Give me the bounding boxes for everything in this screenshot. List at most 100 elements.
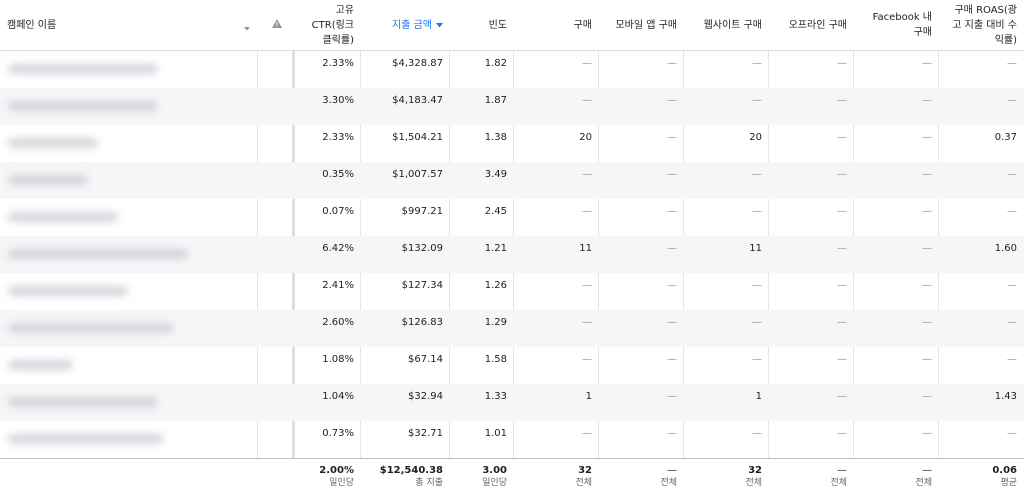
- table-row[interactable]: 2.41% $127.34 1.26 — — — — — —: [0, 273, 1024, 310]
- cell-purchases: 20: [579, 132, 592, 143]
- total-frequency-value: 3.00: [482, 465, 507, 476]
- cell-mobile-app-purchases: —: [667, 206, 677, 217]
- campaign-name-redacted[interactable]: [8, 434, 163, 444]
- campaign-name-redacted[interactable]: [8, 397, 158, 407]
- campaign-name-redacted[interactable]: [8, 101, 158, 111]
- header-campaign-name[interactable]: 캠페인 이름: [0, 0, 258, 51]
- total-mobile-app-purchases-sub: 전체: [660, 478, 677, 488]
- header-purchase-roas[interactable]: 구매 ROAS(광고 지출 대비 수익률): [939, 0, 1024, 51]
- cell-mobile-app-purchases: —: [667, 391, 677, 402]
- header-delivery-warning[interactable]: [258, 0, 295, 51]
- campaign-name-redacted[interactable]: [8, 249, 188, 259]
- header-spend[interactable]: 지출 금액: [361, 0, 450, 51]
- cell-spend: $127.34: [401, 280, 443, 291]
- cell-purchases: —: [582, 95, 592, 106]
- table-row[interactable]: 3.30% $4,183.47 1.87 — — — — — —: [0, 88, 1024, 125]
- total-ctr-value: 2.00%: [319, 465, 354, 476]
- cell-offline-purchases: —: [837, 58, 847, 69]
- header-unique-ctr[interactable]: 고유 CTR(링크 클릭률): [295, 0, 361, 51]
- cell-facebook-purchases: —: [922, 169, 932, 180]
- total-website-purchases-sub: 전체: [745, 478, 762, 488]
- cell-mobile-app-purchases: —: [667, 58, 677, 69]
- total-purchases-value: 32: [578, 465, 592, 476]
- total-facebook-purchases-value: —: [922, 465, 932, 476]
- header-mobile-app-purchases-label: 모바일 앱 구매: [615, 19, 677, 31]
- total-frequency-sub: 일인당: [482, 478, 507, 488]
- total-facebook-purchases: — 전체: [854, 464, 939, 490]
- campaign-name-redacted[interactable]: [8, 138, 98, 148]
- warning-icon: [271, 18, 282, 33]
- cell-frequency: 2.45: [484, 206, 507, 217]
- cell-offline-purchases: —: [837, 243, 847, 254]
- header-offline-purchases[interactable]: 오프라인 구매: [769, 0, 854, 51]
- cell-unique-ctr: 1.08%: [322, 354, 354, 365]
- cell-unique-ctr: 6.42%: [322, 243, 354, 254]
- cell-spend: $1,007.57: [392, 169, 443, 180]
- campaign-name-redacted[interactable]: [8, 286, 128, 296]
- table-row[interactable]: 1.04% $32.94 1.33 1 — 1 — — 1.43: [0, 384, 1024, 421]
- total-purchases: 32 전체: [514, 464, 599, 490]
- cell-website-purchases: —: [752, 317, 762, 328]
- campaign-name-redacted[interactable]: [8, 323, 173, 333]
- campaign-name-redacted[interactable]: [8, 212, 118, 222]
- cell-offline-purchases: —: [837, 354, 847, 365]
- cell-facebook-purchases: —: [922, 132, 932, 143]
- header-facebook-purchases[interactable]: Facebook 내 구매: [854, 0, 939, 51]
- header-mobile-app-purchases[interactable]: 모바일 앱 구매: [599, 0, 684, 51]
- cell-mobile-app-purchases: —: [667, 280, 677, 291]
- cell-frequency: 1.87: [484, 95, 507, 106]
- total-ctr: 2.00% 일인당: [295, 464, 361, 490]
- cell-website-purchases: —: [752, 95, 762, 106]
- cell-offline-purchases: —: [837, 95, 847, 106]
- total-website-purchases: 32 전체: [684, 464, 769, 490]
- campaign-name-redacted[interactable]: [8, 360, 73, 370]
- campaign-name-redacted[interactable]: [8, 175, 88, 185]
- cell-facebook-purchases: —: [922, 391, 932, 402]
- header-purchases-label: 구매: [573, 19, 592, 31]
- header-website-purchases-label: 웹사이트 구매: [703, 19, 762, 31]
- cell-facebook-purchases: —: [922, 243, 932, 254]
- cell-purchase-roas: —: [1007, 95, 1017, 106]
- cell-website-purchases: —: [752, 280, 762, 291]
- cell-spend: $1,504.21: [392, 132, 443, 143]
- cell-mobile-app-purchases: —: [667, 317, 677, 328]
- total-purchase-roas-value: 0.06: [992, 465, 1017, 476]
- total-purchases-sub: 전체: [575, 478, 592, 488]
- cell-spend: $67.14: [408, 354, 443, 365]
- cell-frequency: 1.82: [484, 58, 507, 69]
- cell-purchases: —: [582, 354, 592, 365]
- table-row[interactable]: 0.07% $997.21 2.45 — — — — — —: [0, 199, 1024, 236]
- table-row[interactable]: 2.33% $4,328.87 1.82 — — — — — —: [0, 51, 1024, 88]
- total-spend: $12,540.38 총 지출: [361, 464, 450, 490]
- total-spend-sub: 총 지출: [415, 478, 443, 488]
- totals-row: 2.00% 일인당 $12,540.38 총 지출 3.00 일인당 32 전체…: [0, 458, 1024, 497]
- cell-spend: $4,183.47: [392, 95, 443, 106]
- cell-frequency: 3.49: [484, 169, 507, 180]
- table-row[interactable]: 2.60% $126.83 1.29 — — — — — —: [0, 310, 1024, 347]
- cell-purchase-roas: —: [1007, 206, 1017, 217]
- cell-spend: $32.71: [408, 428, 443, 439]
- table-row[interactable]: 0.35% $1,007.57 3.49 — — — — — —: [0, 162, 1024, 199]
- cell-purchases: —: [582, 428, 592, 439]
- table-row[interactable]: 1.08% $67.14 1.58 — — — — — —: [0, 347, 1024, 384]
- cell-spend: $126.83: [401, 317, 443, 328]
- table-row[interactable]: 2.33% $1,504.21 1.38 20 — 20 — — 0.37: [0, 125, 1024, 162]
- cell-mobile-app-purchases: —: [667, 132, 677, 143]
- cell-frequency: 1.58: [484, 354, 507, 365]
- campaign-name-redacted[interactable]: [8, 64, 158, 74]
- cell-purchase-roas: 1.60: [994, 243, 1017, 254]
- cell-offline-purchases: —: [837, 317, 847, 328]
- cell-frequency: 1.33: [484, 391, 507, 402]
- total-offline-purchases: — 전체: [769, 464, 854, 490]
- chevron-down-icon[interactable]: [243, 22, 251, 37]
- cell-purchases: —: [582, 206, 592, 217]
- table-row[interactable]: 0.73% $32.71 1.01 — — — — — —: [0, 421, 1024, 458]
- header-frequency[interactable]: 빈도: [450, 0, 514, 51]
- header-website-purchases[interactable]: 웹사이트 구매: [684, 0, 769, 51]
- header-purchases[interactable]: 구매: [514, 0, 599, 51]
- cell-facebook-purchases: —: [922, 354, 932, 365]
- table-row[interactable]: 6.42% $132.09 1.21 11 — 11 — — 1.60: [0, 236, 1024, 273]
- header-unique-ctr-label: 고유 CTR(링크 클릭률): [311, 4, 354, 46]
- header-campaign-name-label: 캠페인 이름: [7, 19, 57, 31]
- cell-purchase-roas: —: [1007, 280, 1017, 291]
